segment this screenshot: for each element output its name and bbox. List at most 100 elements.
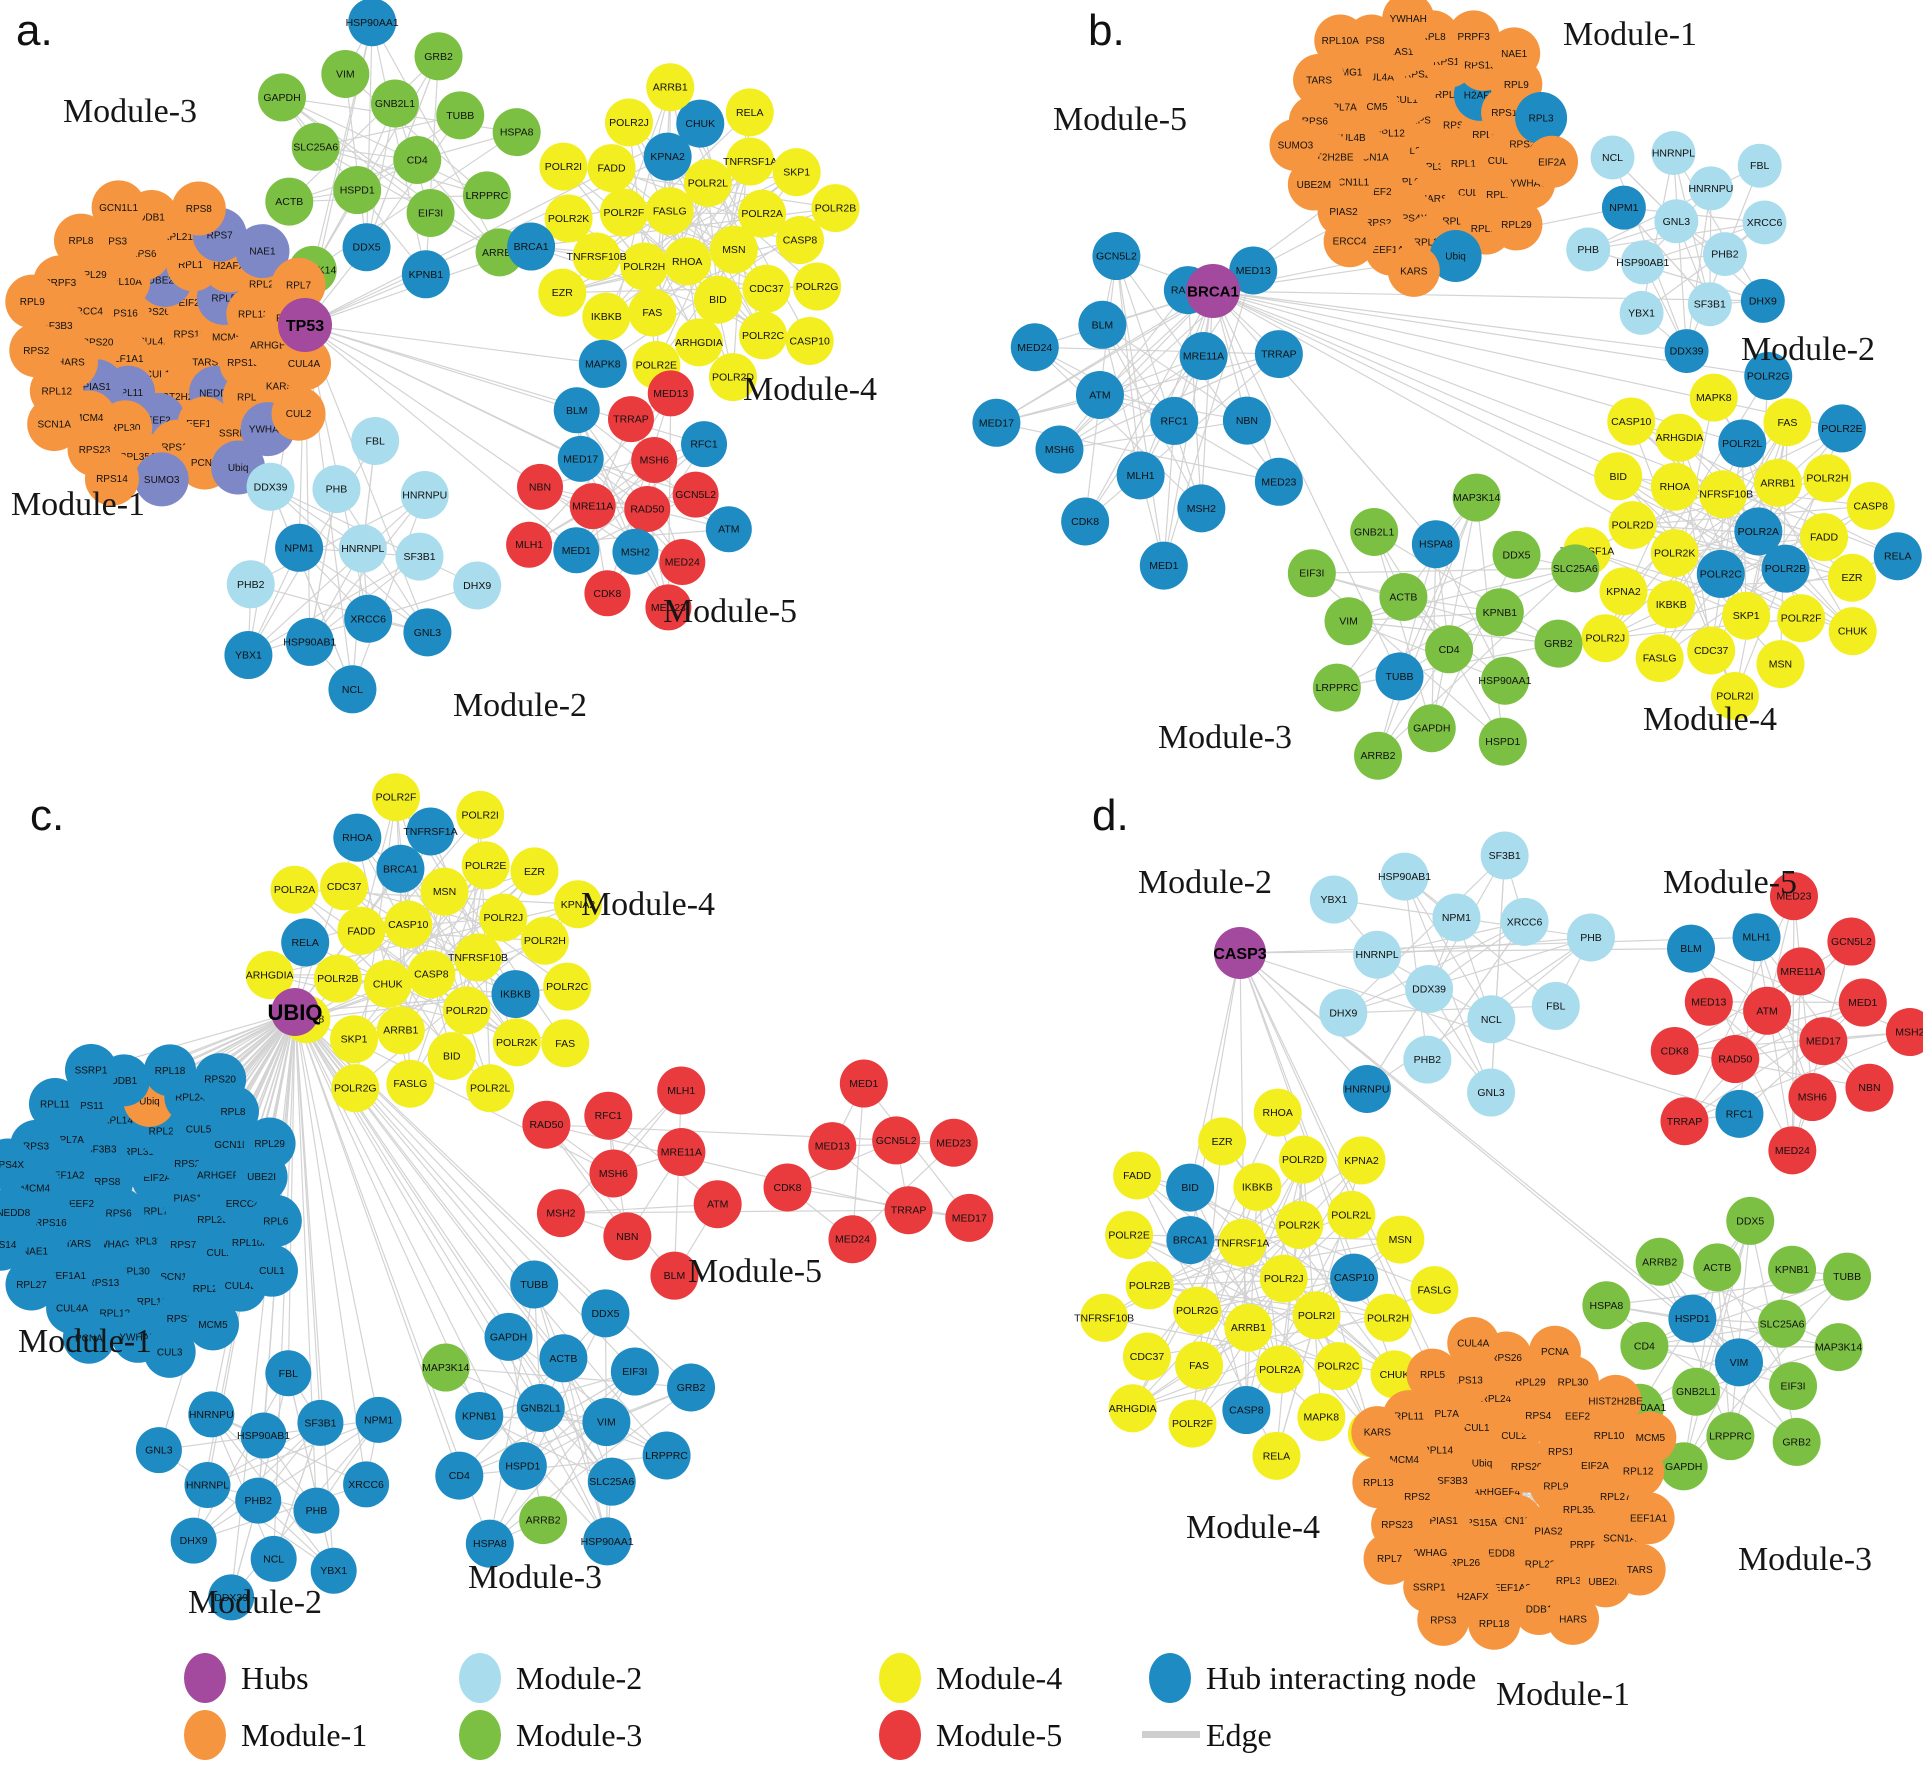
node-label: FASLG — [653, 206, 687, 218]
nodes-layer: DDX39 NPM1 NCL HNRNPL XRCC6 PHB2 HSP90AB1 FBL DH… — [1074, 831, 1923, 1650]
network-node: NCL — [328, 665, 377, 714]
node-circle — [1233, 1162, 1282, 1211]
node-circle — [414, 32, 463, 81]
node-label: RPL30 — [119, 1267, 150, 1278]
node-label: NBN — [529, 481, 551, 493]
panel-b: RFC1ATMMRE11AMLH1BLMNBNMSH6RAD50MSH2MED2… — [972, 0, 1922, 780]
node-label: GCN1L1 — [1330, 178, 1369, 189]
node-label: RPL24 — [175, 1093, 206, 1104]
node-label: MSH2 — [621, 546, 650, 558]
network-node: MSN — [709, 225, 758, 274]
node-circle — [265, 177, 314, 226]
node-label: IKBKB — [1242, 1181, 1273, 1193]
edge — [1373, 531, 1433, 729]
node-label: RPS13 — [1451, 1375, 1483, 1386]
edge — [1672, 153, 1688, 352]
node-label: POLR2A — [1259, 1364, 1300, 1376]
node-label: RPS16 — [1548, 1447, 1580, 1458]
network-node: GCN1L1 — [91, 180, 146, 235]
node-label: POLR2F — [1781, 613, 1822, 625]
node-circle — [1480, 831, 1529, 880]
node-label: H2AFX — [1457, 1592, 1490, 1603]
network-node: MLH1 — [657, 1066, 706, 1115]
node-circle — [184, 1462, 231, 1509]
hub-edge — [1239, 947, 1692, 954]
node-label: ACTB — [275, 196, 303, 208]
node-circle — [1715, 1089, 1764, 1138]
network-node: MED1 — [1139, 541, 1188, 590]
node-label: Ubiq — [139, 1096, 160, 1107]
network-node: POLR2A — [1255, 1345, 1304, 1394]
module-label: Module-3 — [1738, 1541, 1872, 1578]
network-node: RPL7 — [271, 257, 326, 312]
node-label: SCN1A — [1603, 1533, 1637, 1544]
node-circle — [436, 91, 485, 140]
network-node: POLR2B — [1761, 544, 1810, 593]
module-label: Module-2 — [1741, 331, 1875, 368]
edge — [193, 1419, 379, 1542]
node-circle — [1622, 1492, 1675, 1545]
network-node: POLR2F — [1168, 1399, 1217, 1448]
network-node: SKP1 — [772, 148, 821, 197]
node-circle — [581, 1289, 630, 1338]
node-circle — [403, 608, 452, 657]
node-label: POLR2E — [1108, 1230, 1149, 1242]
network-node: FBL — [265, 1350, 312, 1397]
node-label: HSPA8 — [500, 127, 534, 139]
node-circle — [1150, 396, 1199, 445]
node-label: MSH6 — [599, 1168, 628, 1180]
node-label: TRRAP — [891, 1205, 927, 1217]
node-label: ATM — [718, 524, 739, 536]
node-circle — [171, 181, 226, 236]
node-label: RPL29 — [1515, 1377, 1546, 1388]
node-label: MED23 — [1261, 476, 1296, 488]
node-label: HNRNPU — [189, 1409, 234, 1421]
node-circle — [135, 1427, 182, 1474]
node-circle — [1492, 530, 1541, 579]
network-node: POLR2A — [738, 189, 787, 238]
node-circle — [1327, 1190, 1376, 1239]
edge — [1755, 937, 1793, 1151]
node-label: EEF1A2 — [1494, 1583, 1532, 1594]
node-circle — [1619, 290, 1664, 335]
node-circle — [1467, 1068, 1516, 1117]
node-label: HSPA8 — [1419, 539, 1453, 551]
network-node: LRPPRC — [642, 1431, 691, 1480]
hub-edge — [1212, 290, 1437, 545]
node-circle — [1342, 1064, 1391, 1113]
node-circle — [582, 292, 631, 341]
node-label: XRCC6 — [348, 1479, 384, 1491]
node-circle — [1323, 215, 1376, 268]
node-label: POLR2C — [1700, 568, 1742, 580]
node-label: RPS20 — [204, 1075, 236, 1086]
edge — [1034, 346, 1202, 509]
node-label: CUL2 — [1501, 1431, 1527, 1442]
edge — [1738, 937, 1758, 1114]
node-label: VIM — [336, 68, 355, 80]
node-circle — [612, 528, 659, 575]
node-circle — [1655, 413, 1704, 462]
node-label: HSPA8 — [473, 1538, 507, 1550]
network-node: SF3B1 — [297, 1399, 344, 1446]
node-circle — [1769, 872, 1818, 921]
node-label: KPNA2 — [1344, 1155, 1379, 1167]
node-label: TNFRSF10B — [448, 952, 508, 964]
node-label: EZR — [552, 287, 573, 299]
node-label: BRCA1 — [383, 863, 418, 875]
node-circle — [646, 63, 695, 112]
edge — [1398, 497, 1478, 677]
edge — [1588, 248, 1763, 302]
node-label: RPL14 — [1422, 1445, 1453, 1456]
hub-edge — [1212, 290, 1687, 352]
node-circle — [1297, 1393, 1346, 1442]
node-circle — [1753, 458, 1802, 507]
node-circle — [420, 867, 469, 916]
network-node: SSRP1 — [64, 1044, 117, 1097]
node-circle — [1534, 619, 1583, 668]
node-label: ARHGDIA — [675, 337, 723, 349]
hub-edge — [294, 1011, 606, 1314]
network-node: ARRB1 — [1753, 458, 1802, 507]
node-label: BRCA1 — [1173, 1235, 1208, 1247]
node-circle — [338, 524, 387, 573]
node-label: MED23 — [1776, 891, 1811, 903]
